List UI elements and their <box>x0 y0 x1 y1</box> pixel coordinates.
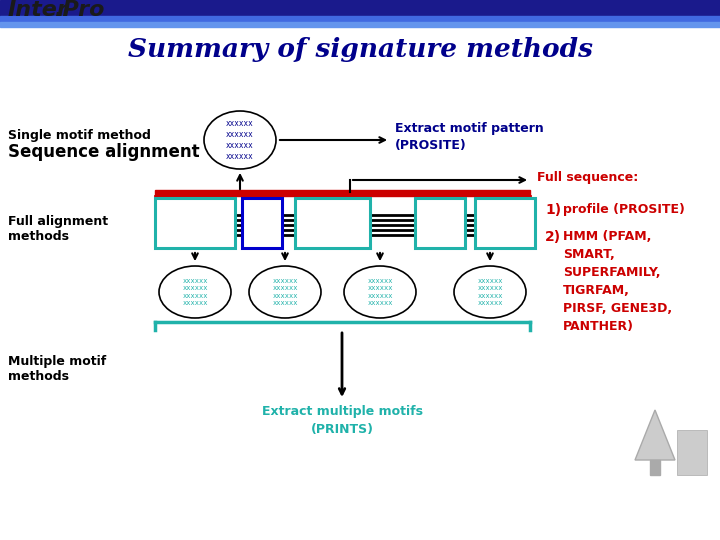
Text: Summary of signature methods: Summary of signature methods <box>127 37 593 63</box>
Text: HMM (PFAM,
SMART,
SUPERFAMILY,
TIGRFAM,
PIRSF, GENE3D,
PANTHER): HMM (PFAM, SMART, SUPERFAMILY, TIGRFAM, … <box>563 230 672 333</box>
Text: Full sequence:: Full sequence: <box>537 172 638 185</box>
Text: xxxxxx
xxxxxx
xxxxxx
xxxxxx: xxxxxx xxxxxx xxxxxx xxxxxx <box>272 278 298 306</box>
Bar <box>677 430 707 475</box>
Bar <box>0 0 720 16</box>
Ellipse shape <box>159 266 231 318</box>
Bar <box>295 198 370 248</box>
Text: Extract multiple motifs
(PRINTS): Extract multiple motifs (PRINTS) <box>261 404 423 435</box>
Text: Sequence alignment: Sequence alignment <box>8 143 199 161</box>
Text: Extract motif pattern
(PROSITE): Extract motif pattern (PROSITE) <box>395 122 544 152</box>
Bar <box>415 198 465 248</box>
Text: .Pro: .Pro <box>55 0 105 20</box>
Bar <box>650 460 660 475</box>
Ellipse shape <box>204 111 276 169</box>
Bar <box>0 22 720 27</box>
Bar <box>0 16 720 22</box>
Text: xxxxxx
xxxxxx
xxxxxx
xxxxxx: xxxxxx xxxxxx xxxxxx xxxxxx <box>182 278 208 306</box>
Text: 2): 2) <box>545 230 561 244</box>
Ellipse shape <box>454 266 526 318</box>
Text: xxxxxx
xxxxxx
xxxxxx
xxxxxx: xxxxxx xxxxxx xxxxxx xxxxxx <box>367 278 392 306</box>
Text: methods: methods <box>8 369 69 382</box>
Bar <box>155 198 235 248</box>
Text: Inter: Inter <box>8 0 69 20</box>
Text: Single motif method: Single motif method <box>8 129 151 141</box>
Text: Full alignment: Full alignment <box>8 215 108 228</box>
Polygon shape <box>635 410 675 460</box>
Text: methods: methods <box>8 230 69 242</box>
Bar <box>242 198 282 248</box>
Text: profile (PROSITE): profile (PROSITE) <box>563 204 685 217</box>
Ellipse shape <box>344 266 416 318</box>
FancyBboxPatch shape <box>155 190 530 196</box>
Text: xxxxxx
xxxxxx
xxxxxx
xxxxxx: xxxxxx xxxxxx xxxxxx xxxxxx <box>477 278 503 306</box>
Ellipse shape <box>249 266 321 318</box>
Bar <box>475 198 535 248</box>
Text: xxxxxx
xxxxxx
xxxxxx
xxxxxx: xxxxxx xxxxxx xxxxxx xxxxxx <box>226 119 254 161</box>
Text: 1): 1) <box>545 203 561 217</box>
Text: Multiple motif: Multiple motif <box>8 355 107 368</box>
